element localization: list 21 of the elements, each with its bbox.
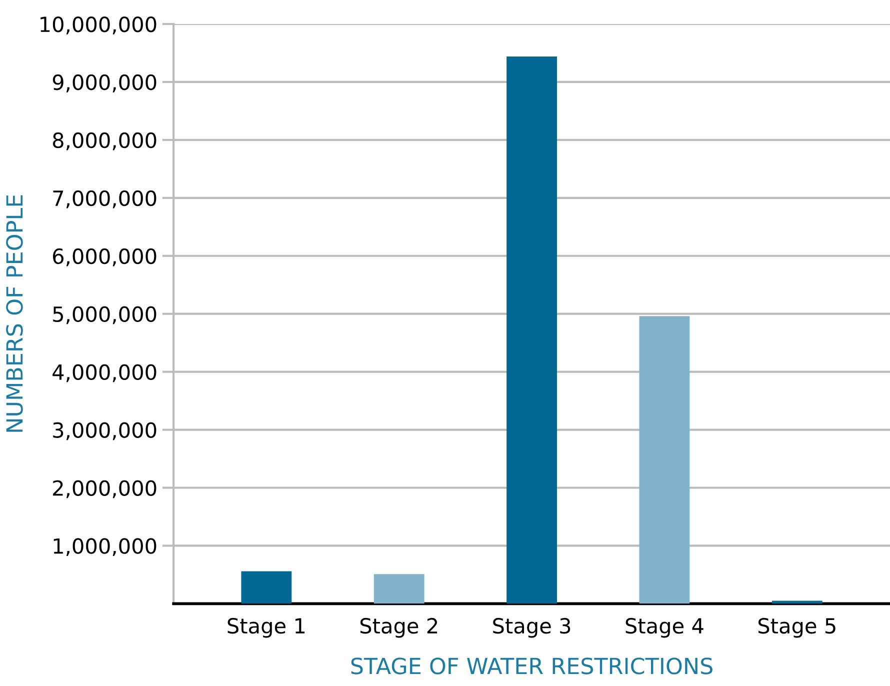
y-tick-label: 5,000,000 [53,306,156,324]
y-tick-label: 6,000,000 [53,248,156,266]
x-tick-label: Stage 4 [626,618,704,638]
bar [639,316,690,604]
x-tick-label: Stage 3 [493,618,570,638]
bar [241,571,292,604]
x-tick-label: Stage 2 [360,618,438,638]
x-axis-title: STAGE OF WATER RESTRICTIONS [351,658,712,674]
bar [506,56,557,604]
y-tick-label: 8,000,000 [52,132,156,150]
y-tick-label: 2,000,000 [53,480,156,498]
bar [374,574,424,604]
y-tick-label: 1,000,000 [54,538,156,556]
y-tick-label: 9,000,000 [52,74,156,92]
y-tick-label: 7,000,000 [53,190,156,208]
y-axis-title: NUMBERS OF PEOPLE [6,195,23,432]
x-tick-label: Stage 5 [758,618,836,638]
y-tick-label: 4,000,000 [52,364,156,382]
y-tick-label: 3,000,000 [53,422,156,440]
y-tick-label: 10,000,000 [40,16,156,34]
x-tick-label: Stage 1 [228,618,305,638]
